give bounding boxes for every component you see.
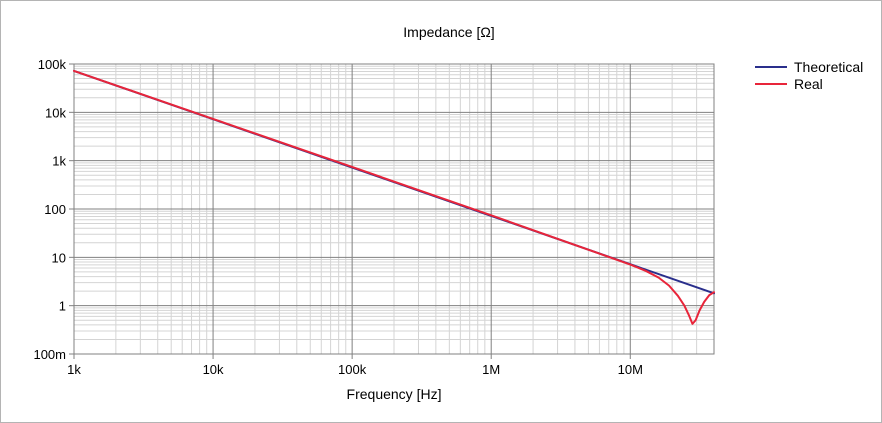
x-tick-label: 1k (67, 362, 81, 377)
y-tick-label: 1k (52, 154, 66, 169)
x-tick-label: 100k (338, 362, 367, 377)
y-axis-ticks: 100k 10k 1k 100 10 1 100m (33, 57, 74, 362)
y-tick-label: 10k (45, 105, 66, 120)
y-tick-label: 100m (33, 347, 66, 362)
x-tick-label: 1M (482, 362, 500, 377)
y-tick-label: 10 (52, 250, 66, 265)
x-tick-label: 10M (618, 362, 643, 377)
x-axis-label: Frequency [Hz] (347, 386, 442, 402)
y-tick-label: 1 (59, 299, 66, 314)
legend-label-real: Real (794, 76, 823, 92)
legend-label-theoretical: Theoretical (794, 59, 863, 75)
y-tick-label: 100 (44, 202, 66, 217)
y-tick-label: 100k (38, 57, 67, 72)
series-lines (73, 69, 715, 325)
chart-title: Impedance [Ω] (403, 24, 494, 40)
x-tick-label: 10k (203, 362, 224, 377)
x-axis-ticks: 1k 10k 100k 1M 10M (67, 354, 643, 377)
series-line-real (73, 69, 715, 325)
